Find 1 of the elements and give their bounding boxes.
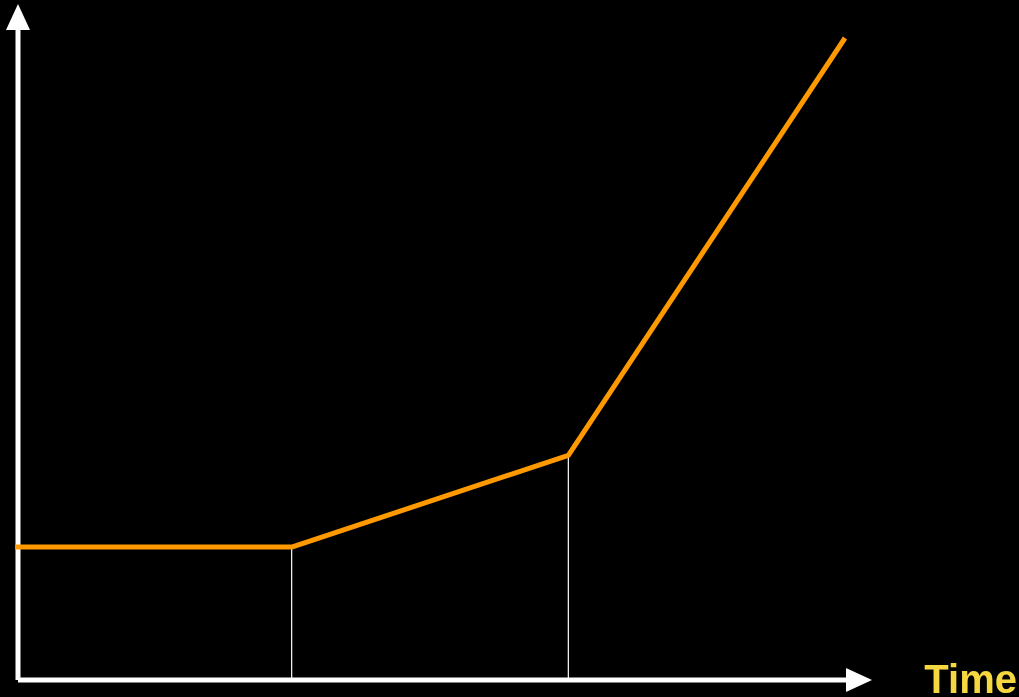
x-axis-title: Time — [924, 657, 1017, 697]
